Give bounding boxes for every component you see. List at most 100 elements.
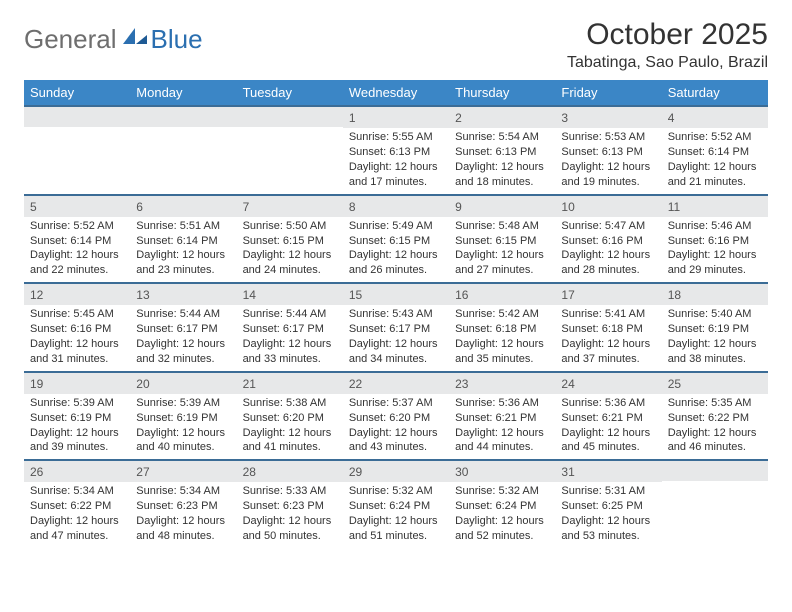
day-info-line: Sunrise: 5:50 AM [243,219,337,234]
day-number: 17 [555,284,661,305]
day-info-line: Daylight: 12 hours [668,160,762,175]
day-body: Sunrise: 5:35 AMSunset: 6:22 PMDaylight:… [662,394,768,459]
day-cell: 4Sunrise: 5:52 AMSunset: 6:14 PMDaylight… [662,106,768,195]
day-body: Sunrise: 5:44 AMSunset: 6:17 PMDaylight:… [237,305,343,370]
day-number: 8 [343,196,449,217]
day-header: Tuesday [237,80,343,106]
day-info-line: Sunrise: 5:37 AM [349,396,443,411]
day-info-line: Sunrise: 5:54 AM [455,130,549,145]
day-cell: 16Sunrise: 5:42 AMSunset: 6:18 PMDayligh… [449,283,555,372]
day-info-line: Sunset: 6:14 PM [30,234,124,249]
day-info-line: and 40 minutes. [136,440,230,455]
month-title: October 2025 [567,18,768,52]
day-number: 12 [24,284,130,305]
day-number: 11 [662,196,768,217]
day-info-line: Daylight: 12 hours [349,426,443,441]
day-info-line: and 37 minutes. [561,352,655,367]
day-info-line: Sunrise: 5:32 AM [349,484,443,499]
empty-day [24,107,130,127]
day-info-line: Daylight: 12 hours [455,160,549,175]
day-info-line: Sunset: 6:14 PM [136,234,230,249]
day-info-line: Daylight: 12 hours [349,160,443,175]
day-info-line: Daylight: 12 hours [455,337,549,352]
day-cell: 5Sunrise: 5:52 AMSunset: 6:14 PMDaylight… [24,195,130,284]
day-info-line: and 24 minutes. [243,263,337,278]
day-info-line: Daylight: 12 hours [136,514,230,529]
day-number: 27 [130,461,236,482]
day-cell: 24Sunrise: 5:36 AMSunset: 6:21 PMDayligh… [555,372,661,461]
day-cell: 10Sunrise: 5:47 AMSunset: 6:16 PMDayligh… [555,195,661,284]
day-info-line: Sunrise: 5:34 AM [30,484,124,499]
day-info-line: and 44 minutes. [455,440,549,455]
day-body: Sunrise: 5:32 AMSunset: 6:24 PMDaylight:… [343,482,449,547]
day-info-line: Daylight: 12 hours [30,337,124,352]
day-info-line: Sunset: 6:24 PM [349,499,443,514]
day-info-line: and 39 minutes. [30,440,124,455]
day-number: 2 [449,107,555,128]
day-cell: 21Sunrise: 5:38 AMSunset: 6:20 PMDayligh… [237,372,343,461]
day-cell: 22Sunrise: 5:37 AMSunset: 6:20 PMDayligh… [343,372,449,461]
day-info-line: Daylight: 12 hours [455,514,549,529]
day-info-line: and 17 minutes. [349,175,443,190]
day-info-line: and 19 minutes. [561,175,655,190]
day-info-line: Daylight: 12 hours [30,426,124,441]
week-row: 1Sunrise: 5:55 AMSunset: 6:13 PMDaylight… [24,106,768,195]
day-info-line: Sunrise: 5:39 AM [30,396,124,411]
day-info-line: Sunset: 6:21 PM [561,411,655,426]
day-info-line: Sunrise: 5:35 AM [668,396,762,411]
day-info-line: and 43 minutes. [349,440,443,455]
day-info-line: and 41 minutes. [243,440,337,455]
day-body: Sunrise: 5:38 AMSunset: 6:20 PMDaylight:… [237,394,343,459]
day-body: Sunrise: 5:55 AMSunset: 6:13 PMDaylight:… [343,128,449,193]
day-cell: 2Sunrise: 5:54 AMSunset: 6:13 PMDaylight… [449,106,555,195]
day-body: Sunrise: 5:34 AMSunset: 6:23 PMDaylight:… [130,482,236,547]
day-info-line: Sunrise: 5:31 AM [561,484,655,499]
day-number: 1 [343,107,449,128]
day-header: Thursday [449,80,555,106]
day-info-line: Daylight: 12 hours [561,337,655,352]
day-info-line: and 28 minutes. [561,263,655,278]
week-row: 19Sunrise: 5:39 AMSunset: 6:19 PMDayligh… [24,372,768,461]
day-number: 31 [555,461,661,482]
day-info-line: Sunrise: 5:40 AM [668,307,762,322]
day-info-line: Daylight: 12 hours [349,337,443,352]
day-info-line: Sunset: 6:17 PM [243,322,337,337]
day-cell [130,106,236,195]
day-info-line: Daylight: 12 hours [668,337,762,352]
day-info-line: Sunset: 6:19 PM [30,411,124,426]
day-info-line: Sunrise: 5:39 AM [136,396,230,411]
day-cell: 31Sunrise: 5:31 AMSunset: 6:25 PMDayligh… [555,460,661,548]
day-info-line: Sunrise: 5:55 AM [349,130,443,145]
day-body: Sunrise: 5:42 AMSunset: 6:18 PMDaylight:… [449,305,555,370]
day-body: Sunrise: 5:50 AMSunset: 6:15 PMDaylight:… [237,217,343,282]
day-info-line: Sunrise: 5:47 AM [561,219,655,234]
day-info-line: Daylight: 12 hours [243,337,337,352]
day-info-line: and 46 minutes. [668,440,762,455]
day-info-line: Sunrise: 5:48 AM [455,219,549,234]
day-cell: 9Sunrise: 5:48 AMSunset: 6:15 PMDaylight… [449,195,555,284]
day-number: 23 [449,373,555,394]
day-cell: 20Sunrise: 5:39 AMSunset: 6:19 PMDayligh… [130,372,236,461]
day-info-line: Sunset: 6:21 PM [455,411,549,426]
day-cell: 7Sunrise: 5:50 AMSunset: 6:15 PMDaylight… [237,195,343,284]
day-body: Sunrise: 5:53 AMSunset: 6:13 PMDaylight:… [555,128,661,193]
day-info-line: Sunrise: 5:46 AM [668,219,762,234]
day-info-line: Sunrise: 5:42 AM [455,307,549,322]
day-info-line: Sunrise: 5:32 AM [455,484,549,499]
day-cell: 30Sunrise: 5:32 AMSunset: 6:24 PMDayligh… [449,460,555,548]
logo-sail-icon [121,26,149,53]
day-cell: 15Sunrise: 5:43 AMSunset: 6:17 PMDayligh… [343,283,449,372]
day-body: Sunrise: 5:48 AMSunset: 6:15 PMDaylight:… [449,217,555,282]
day-cell: 13Sunrise: 5:44 AMSunset: 6:17 PMDayligh… [130,283,236,372]
calendar-table: Sunday Monday Tuesday Wednesday Thursday… [24,80,768,548]
day-body: Sunrise: 5:49 AMSunset: 6:15 PMDaylight:… [343,217,449,282]
day-info-line: Sunset: 6:25 PM [561,499,655,514]
day-info-line: Sunset: 6:23 PM [136,499,230,514]
day-info-line: Sunrise: 5:44 AM [136,307,230,322]
header: General Blue October 2025 Tabatinga, Sao… [24,18,768,72]
day-cell: 17Sunrise: 5:41 AMSunset: 6:18 PMDayligh… [555,283,661,372]
day-info-line: Sunset: 6:18 PM [455,322,549,337]
day-body: Sunrise: 5:52 AMSunset: 6:14 PMDaylight:… [662,128,768,193]
day-info-line: Sunset: 6:19 PM [668,322,762,337]
day-info-line: and 33 minutes. [243,352,337,367]
